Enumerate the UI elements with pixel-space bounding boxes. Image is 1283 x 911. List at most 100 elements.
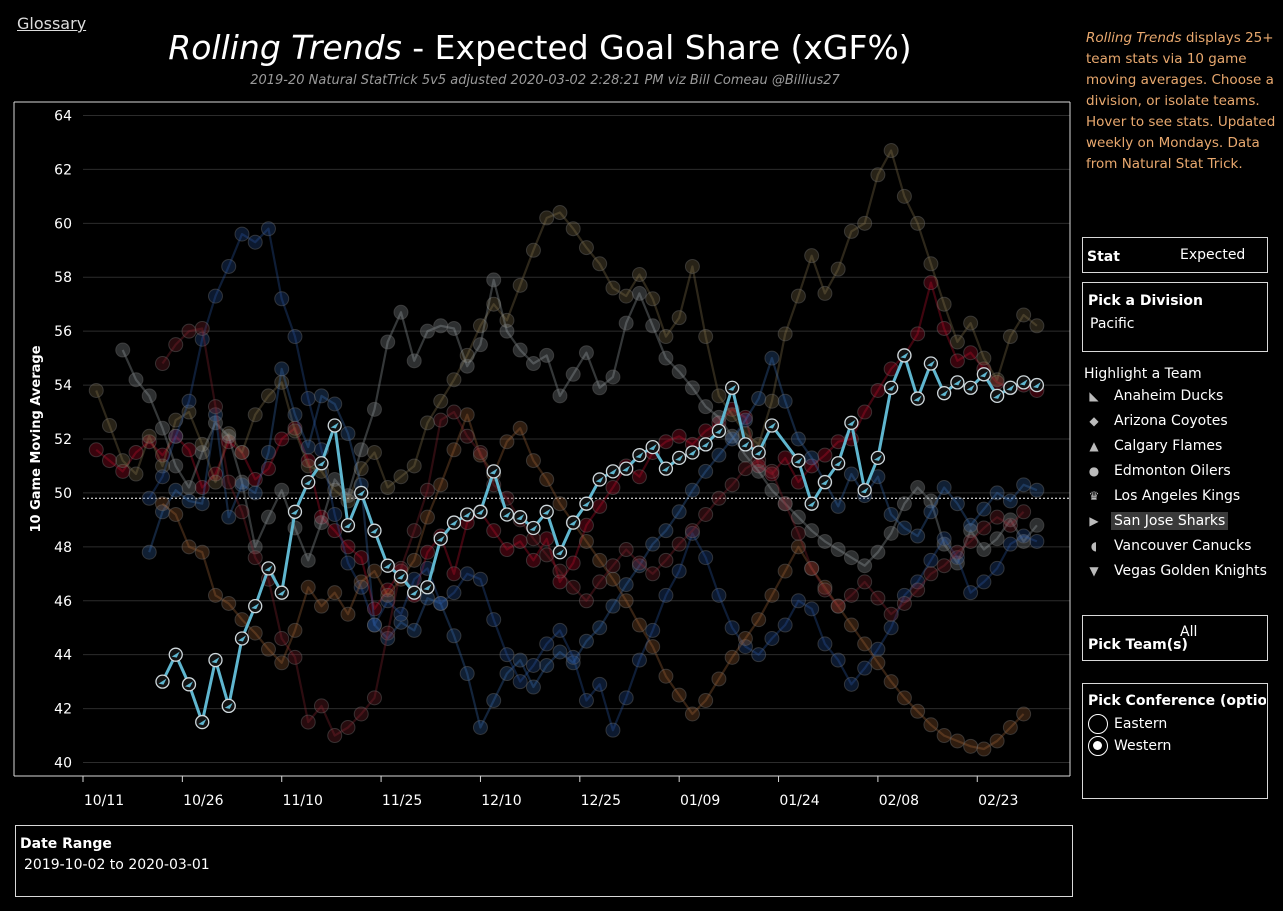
data-point[interactable]: [711, 490, 727, 506]
data-point[interactable]: [181, 393, 197, 409]
data-point[interactable]: [592, 498, 608, 514]
data-point[interactable]: [221, 474, 237, 490]
data-point[interactable]: [751, 463, 767, 479]
data-point[interactable]: [896, 188, 912, 204]
data-point[interactable]: [1002, 329, 1018, 345]
data-point[interactable]: [525, 552, 541, 568]
data-point[interactable]: [777, 617, 793, 633]
data-point[interactable]: [194, 320, 210, 336]
data-point[interactable]: [1016, 706, 1032, 722]
data-point[interactable]: [300, 714, 316, 730]
data-point[interactable]: [366, 601, 382, 617]
radio-western-circle[interactable]: [1088, 736, 1108, 756]
data-point[interactable]: [539, 547, 555, 563]
data-point[interactable]: [1016, 528, 1032, 544]
data-point[interactable]: [777, 496, 793, 512]
data-point[interactable]: [207, 474, 223, 490]
radio-eastern-circle[interactable]: [1088, 714, 1108, 734]
data-point[interactable]: [88, 442, 104, 458]
data-point[interactable]: [552, 563, 568, 579]
data-point[interactable]: [154, 458, 170, 474]
data-point[interactable]: [419, 544, 435, 560]
data-point[interactable]: [618, 288, 634, 304]
data-point[interactable]: [883, 506, 899, 522]
data-point[interactable]: [353, 550, 369, 566]
data-point[interactable]: [724, 431, 740, 447]
data-point[interactable]: [790, 525, 806, 541]
data-point[interactable]: [287, 329, 303, 345]
data-point[interactable]: [724, 477, 740, 493]
data-point[interactable]: [499, 312, 515, 328]
data-point[interactable]: [486, 693, 502, 709]
data-point[interactable]: [565, 221, 581, 237]
data-point[interactable]: [631, 617, 647, 633]
data-point[interactable]: [512, 652, 528, 668]
data-point[interactable]: [234, 226, 250, 242]
data-point[interactable]: [141, 388, 157, 404]
data-point[interactable]: [168, 412, 184, 428]
data-point[interactable]: [870, 655, 886, 671]
data-point[interactable]: [380, 334, 396, 350]
data-point[interactable]: [963, 345, 979, 361]
data-point[interactable]: [684, 258, 700, 274]
data-point[interactable]: [910, 326, 926, 342]
data-point[interactable]: [936, 320, 952, 336]
data-point[interactable]: [486, 612, 502, 628]
data-point[interactable]: [234, 477, 250, 493]
data-point[interactable]: [896, 496, 912, 512]
data-point[interactable]: [843, 587, 859, 603]
data-point[interactable]: [313, 515, 329, 531]
data-point[interactable]: [221, 509, 237, 525]
data-point[interactable]: [340, 426, 356, 442]
data-point[interactable]: [221, 258, 237, 274]
data-point[interactable]: [817, 579, 833, 595]
data-point[interactable]: [698, 463, 714, 479]
data-point[interactable]: [843, 550, 859, 566]
data-point[interactable]: [963, 533, 979, 549]
data-point[interactable]: [1029, 517, 1045, 533]
data-point[interactable]: [923, 493, 939, 509]
data-point[interactable]: [870, 590, 886, 606]
data-point[interactable]: [989, 485, 1005, 501]
data-point[interactable]: [989, 531, 1005, 547]
data-point[interactable]: [194, 496, 210, 512]
data-point[interactable]: [684, 523, 700, 539]
data-point[interactable]: [724, 649, 740, 665]
data-point[interactable]: [896, 595, 912, 611]
data-point[interactable]: [419, 323, 435, 339]
data-point[interactable]: [552, 574, 568, 590]
data-point[interactable]: [896, 520, 912, 536]
data-point[interactable]: [247, 234, 263, 250]
data-point[interactable]: [923, 275, 939, 291]
data-point[interactable]: [88, 382, 104, 398]
data-point[interactable]: [751, 391, 767, 407]
data-point[interactable]: [817, 285, 833, 301]
data-point[interactable]: [393, 614, 409, 630]
data-point[interactable]: [698, 550, 714, 566]
data-point[interactable]: [565, 579, 581, 595]
data-point[interactable]: [1002, 719, 1018, 735]
data-point[interactable]: [247, 550, 263, 566]
data-point[interactable]: [923, 717, 939, 733]
team-item[interactable]: ◣ Anaheim Ducks: [1086, 385, 1276, 407]
data-point[interactable]: [843, 223, 859, 239]
data-point[interactable]: [910, 574, 926, 590]
data-point[interactable]: [380, 480, 396, 496]
data-point[interactable]: [287, 407, 303, 423]
data-point[interactable]: [380, 593, 396, 609]
data-point[interactable]: [260, 388, 276, 404]
data-point[interactable]: [896, 587, 912, 603]
data-point[interactable]: [499, 434, 515, 450]
data-point[interactable]: [552, 496, 568, 512]
data-point[interactable]: [313, 598, 329, 614]
data-point[interactable]: [671, 504, 687, 520]
data-point[interactable]: [1016, 504, 1032, 520]
data-point[interactable]: [592, 552, 608, 568]
data-point[interactable]: [459, 347, 475, 363]
data-point[interactable]: [830, 598, 846, 614]
data-point[interactable]: [274, 482, 290, 498]
data-point[interactable]: [949, 334, 965, 350]
data-point[interactable]: [976, 520, 992, 536]
data-point[interactable]: [353, 442, 369, 458]
data-point[interactable]: [883, 620, 899, 636]
